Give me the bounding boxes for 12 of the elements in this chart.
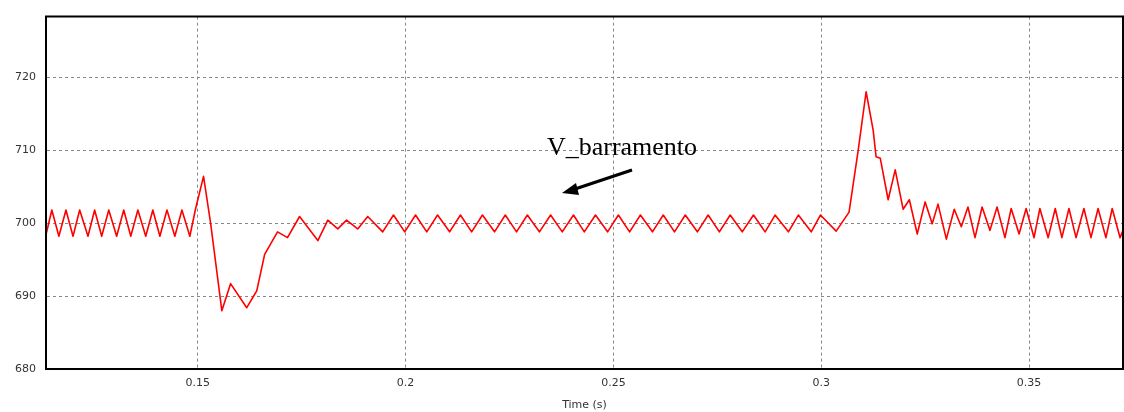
y-tick-label: 720	[15, 70, 36, 84]
y-tick-label: 690	[15, 288, 36, 302]
y-tick-label: 680	[15, 361, 36, 375]
x-tick-label: 0.35	[1016, 376, 1042, 390]
annotation: V_barramento	[546, 131, 698, 161]
x-tick-label: 0.3	[812, 376, 830, 390]
y-tick-label: 700	[15, 215, 36, 229]
x-tick-label: 0.15	[185, 376, 210, 390]
x-tick-label: 0.25	[601, 376, 626, 390]
x-axis-title: Time (s)	[561, 398, 607, 412]
y-tick-label: 710	[15, 142, 36, 156]
x-tick-label: 0.2	[396, 376, 415, 390]
